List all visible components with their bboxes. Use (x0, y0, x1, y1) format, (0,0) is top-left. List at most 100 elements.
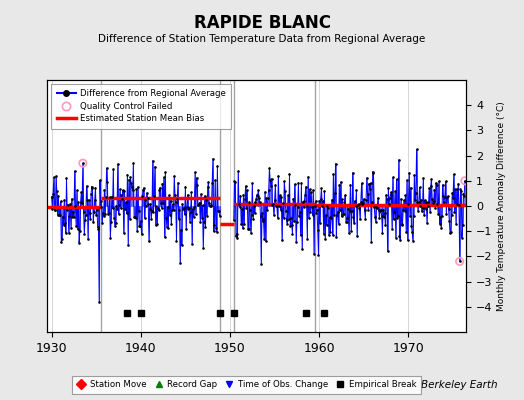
Point (116, 186, 124, 192)
Point (151, 163, 159, 170)
Point (110, 214, 118, 221)
Point (381, 222, 389, 229)
Point (258, 210, 266, 217)
Point (287, 215, 295, 222)
Point (325, 214, 334, 221)
Point (313, 207, 321, 213)
Point (189, 214, 198, 220)
Point (361, 216, 369, 222)
Point (347, 228, 355, 234)
Point (148, 158, 157, 164)
Point (320, 188, 329, 194)
Point (94, 226, 103, 232)
Point (119, 230, 128, 236)
Legend: Difference from Regional Average, Quality Control Failed, Estimated Station Mean: Difference from Regional Average, Qualit… (51, 84, 231, 128)
Point (403, 177, 411, 183)
Point (99, 210, 107, 216)
Point (412, 146, 421, 153)
Point (90, 209, 98, 215)
Point (167, 221, 176, 228)
Point (170, 173, 179, 179)
Point (57, 198, 65, 205)
Point (365, 180, 373, 187)
Point (84, 197, 93, 203)
Point (390, 209, 398, 215)
Point (214, 208, 222, 214)
Point (109, 166, 117, 173)
Point (116, 205, 125, 211)
Point (52, 188, 61, 195)
Point (396, 237, 405, 243)
Point (421, 197, 429, 203)
Point (121, 188, 129, 194)
Point (366, 180, 375, 186)
Point (416, 184, 424, 191)
Point (311, 198, 320, 204)
Point (410, 172, 419, 178)
Point (462, 178, 470, 185)
Point (329, 232, 337, 238)
Point (247, 230, 255, 236)
Point (258, 218, 267, 224)
Point (267, 183, 275, 189)
Point (391, 235, 400, 241)
Point (104, 211, 112, 218)
Point (251, 199, 259, 206)
Point (297, 232, 305, 239)
Point (434, 210, 442, 217)
Point (234, 168, 243, 174)
Point (375, 215, 384, 222)
Point (414, 198, 423, 205)
Point (421, 206, 430, 212)
Point (256, 199, 264, 206)
Point (275, 202, 283, 209)
Point (197, 191, 205, 197)
Point (159, 200, 167, 206)
Point (380, 209, 389, 216)
Point (68, 214, 77, 220)
Point (75, 240, 83, 246)
Point (433, 200, 442, 207)
Point (397, 196, 405, 202)
Point (460, 192, 468, 199)
Point (50, 207, 59, 214)
Point (244, 225, 253, 232)
Point (427, 183, 435, 190)
Point (325, 232, 333, 238)
Point (160, 174, 168, 180)
Point (96, 177, 104, 184)
Text: Berkeley Earth: Berkeley Earth (421, 380, 498, 390)
Point (193, 182, 202, 188)
Point (123, 210, 131, 216)
Point (315, 197, 323, 204)
Point (72, 223, 80, 229)
Point (196, 218, 204, 225)
Point (70, 214, 78, 220)
Point (309, 187, 318, 193)
Point (187, 209, 195, 216)
Point (430, 187, 439, 193)
Point (276, 206, 285, 213)
Point (311, 202, 319, 209)
Point (348, 208, 356, 214)
Point (112, 202, 121, 209)
Point (321, 236, 330, 242)
Point (67, 224, 75, 231)
Point (442, 211, 451, 217)
Point (80, 208, 88, 215)
Point (211, 177, 220, 184)
Point (272, 203, 281, 209)
Point (261, 189, 269, 195)
Point (77, 199, 85, 206)
Point (304, 215, 313, 221)
Point (379, 207, 387, 213)
Point (461, 178, 469, 184)
Point (175, 206, 183, 213)
Point (123, 172, 132, 178)
Point (54, 192, 62, 199)
Point (66, 213, 74, 220)
Point (300, 198, 309, 204)
Point (373, 204, 381, 211)
Point (332, 234, 341, 240)
Point (179, 206, 188, 212)
